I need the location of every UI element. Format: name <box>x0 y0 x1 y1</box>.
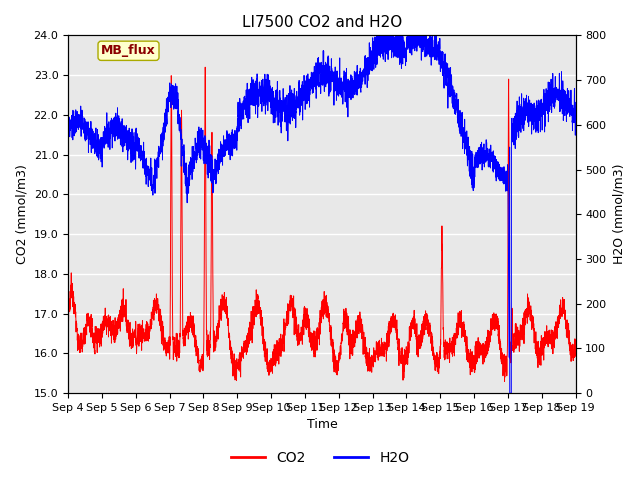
Y-axis label: H2O (mmol/m3): H2O (mmol/m3) <box>612 164 625 264</box>
Y-axis label: CO2 (mmol/m3): CO2 (mmol/m3) <box>15 164 28 264</box>
X-axis label: Time: Time <box>307 419 337 432</box>
Text: MB_flux: MB_flux <box>101 44 156 57</box>
Title: LI7500 CO2 and H2O: LI7500 CO2 and H2O <box>242 15 402 30</box>
Legend: CO2, H2O: CO2, H2O <box>225 445 415 471</box>
